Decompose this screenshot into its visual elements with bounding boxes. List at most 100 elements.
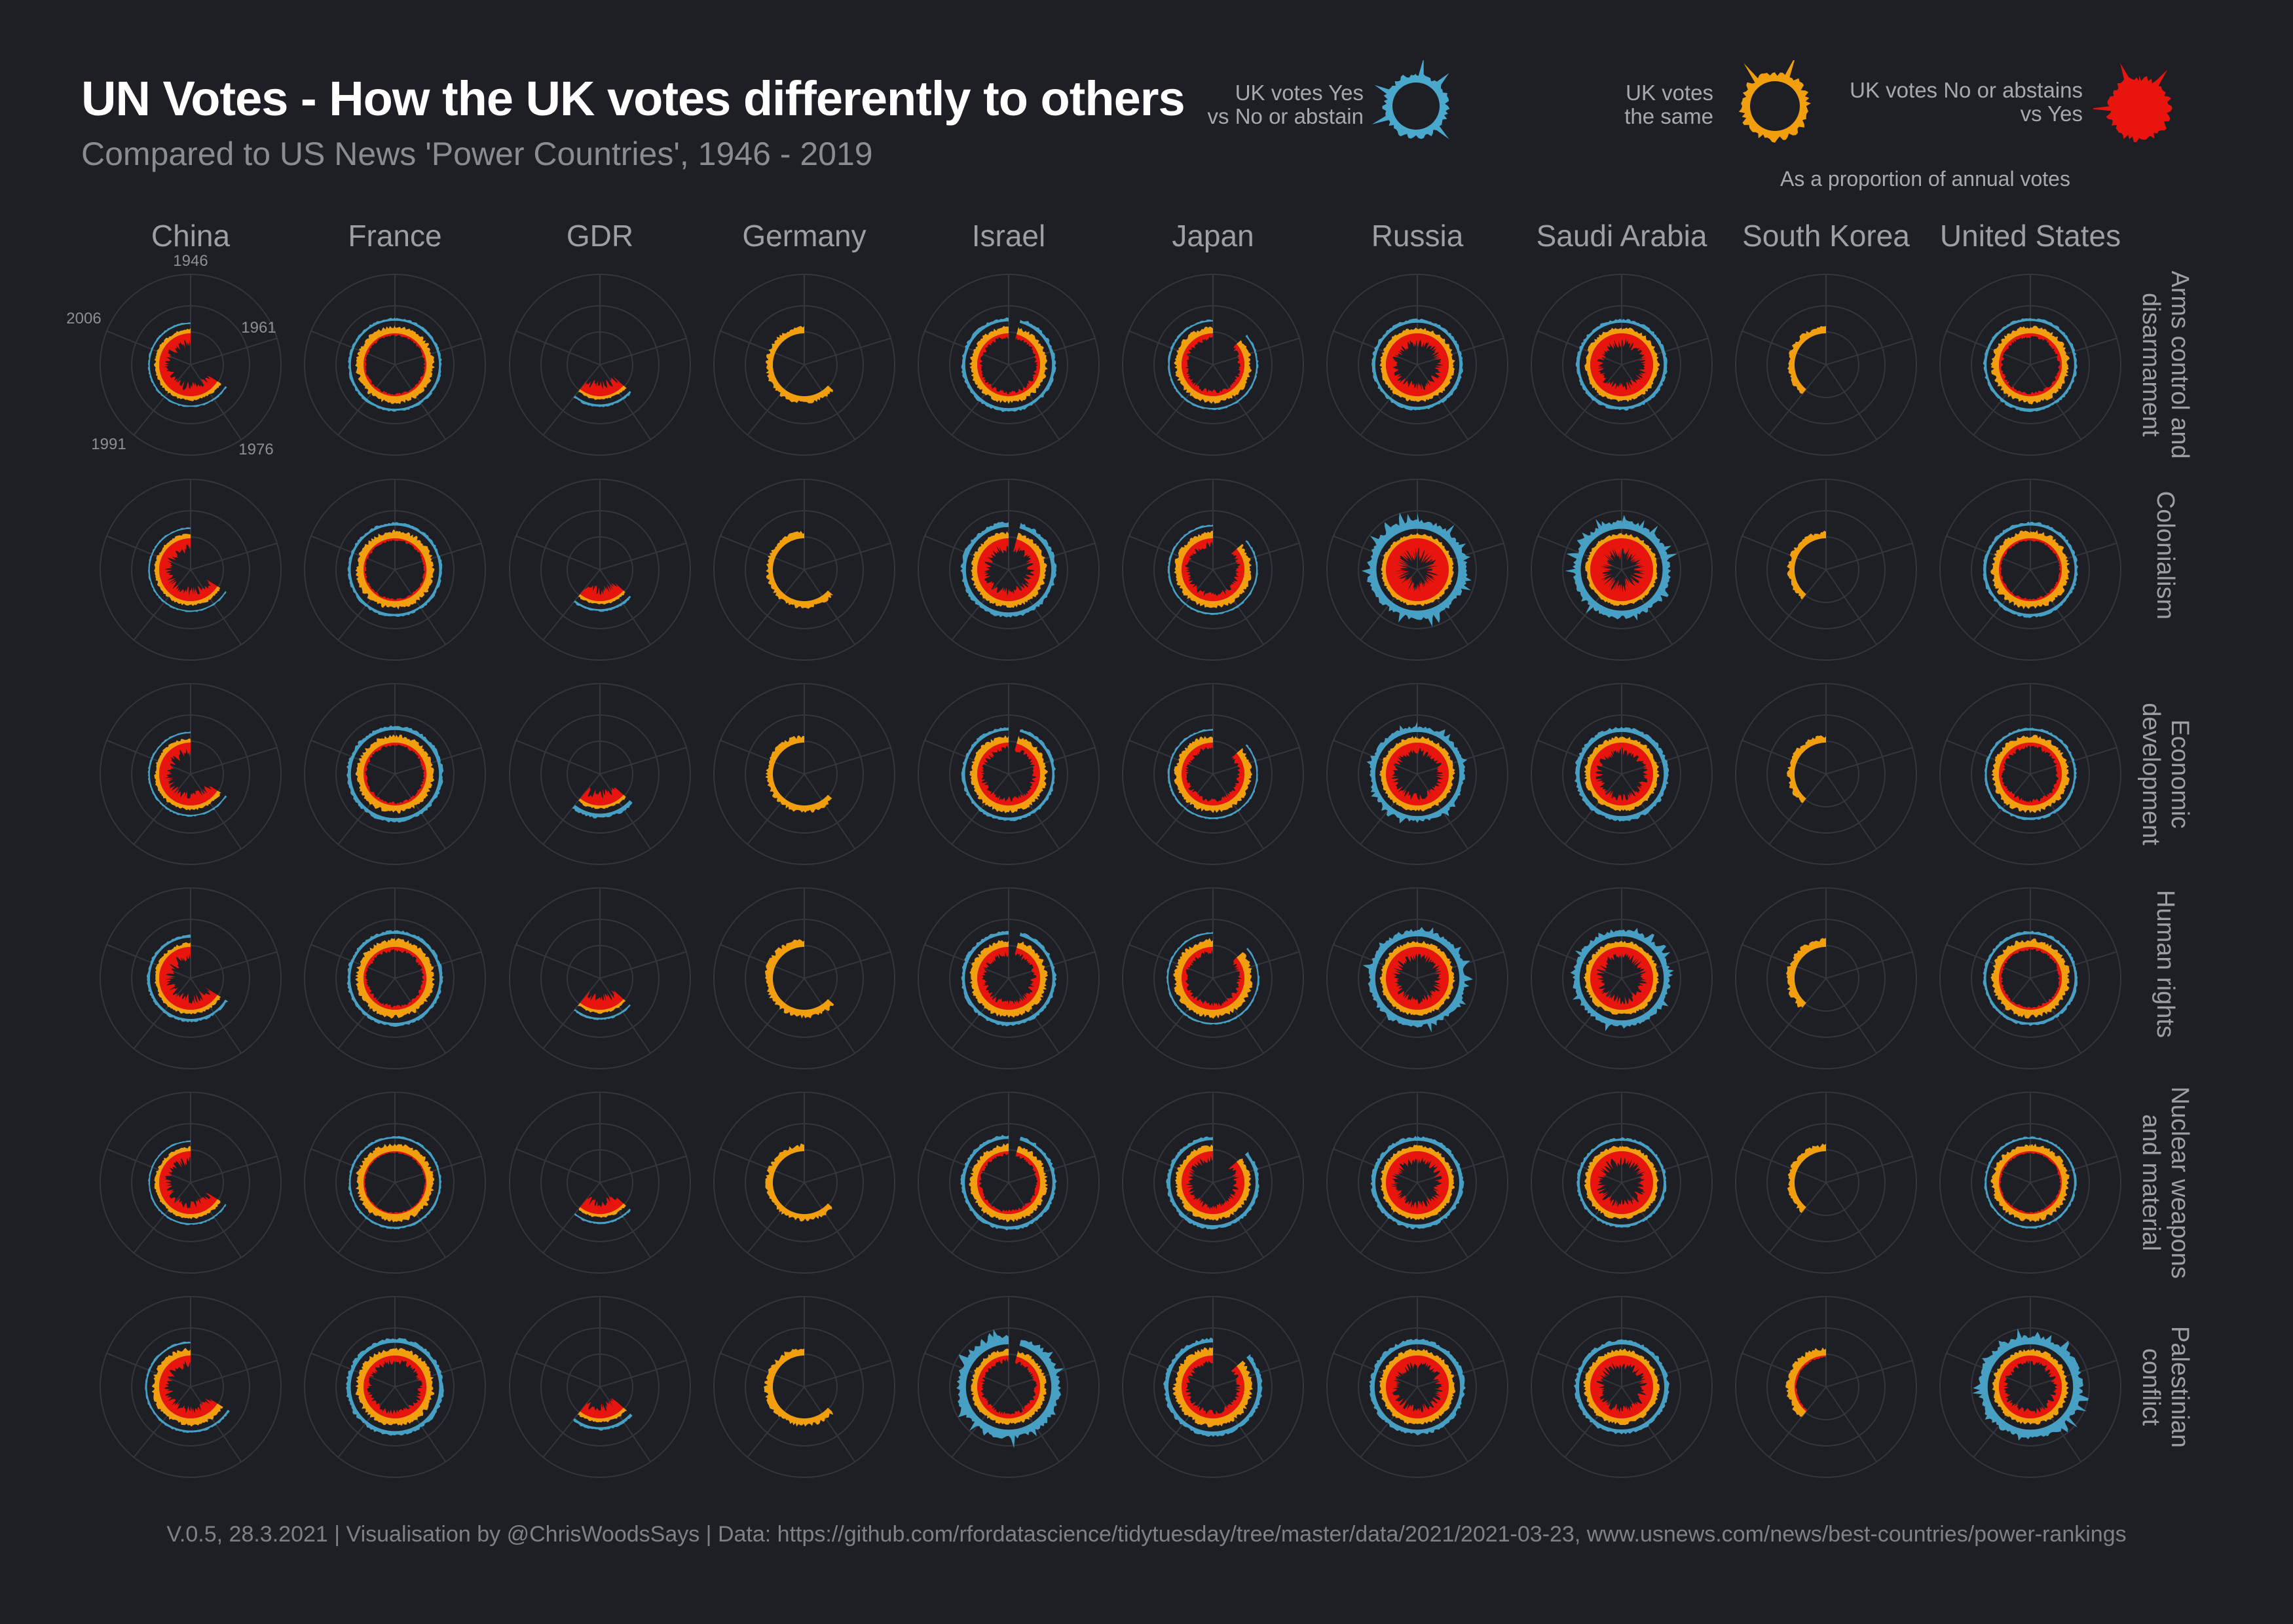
- grid-spoke: [1155, 364, 1214, 435]
- series-same-mark: [1787, 530, 1826, 600]
- panel-united-states: [1939, 887, 2121, 1069]
- panel-saudi-arabia: [1531, 1092, 1713, 1274]
- panel-china: [100, 1092, 282, 1274]
- grid-spoke: [1825, 773, 1878, 849]
- panel-united-states: [1939, 479, 2121, 661]
- series-same-mark: [578, 385, 627, 400]
- series-no-mark: [1386, 333, 1449, 396]
- grid-spoke: [747, 1386, 805, 1458]
- grid-spoke: [720, 1148, 805, 1183]
- grid-spoke: [1768, 1386, 1827, 1458]
- panel-japan: [1122, 479, 1304, 661]
- series-same-mark: [1787, 1143, 1826, 1213]
- grid-spoke: [1825, 978, 1878, 1054]
- legend-no-shape: [2093, 63, 2172, 143]
- grid-spoke: [190, 1359, 278, 1388]
- series-yes-mark: [573, 1413, 633, 1431]
- series-no-mark: [580, 375, 624, 396]
- column-label: United States: [1939, 219, 2121, 253]
- grid-spoke: [515, 944, 601, 979]
- panel-japan: [1122, 1092, 1304, 1274]
- series-no-mark: [159, 1151, 217, 1214]
- grid-spoke: [1825, 542, 1913, 570]
- series-no-mark: [1590, 333, 1653, 396]
- grid-spoke: [804, 364, 856, 440]
- panel-south-korea: [1735, 1296, 1917, 1478]
- grid-spoke: [804, 951, 891, 979]
- grid-spoke: [804, 773, 856, 849]
- grid-spoke: [1825, 364, 1878, 440]
- panel-israel: [918, 479, 1100, 661]
- grid-spoke: [190, 978, 242, 1054]
- panel-saudi-arabia: [1531, 479, 1713, 661]
- series-yes-mark: [573, 595, 631, 612]
- series-yes-mark: [574, 1208, 631, 1225]
- grid-spoke: [599, 542, 687, 570]
- grid-spoke: [599, 1386, 652, 1462]
- legend-same-line1: UK votes: [1626, 81, 1713, 105]
- grid-spoke: [804, 978, 856, 1054]
- legend-yes-icon: [1371, 60, 1450, 139]
- grid-spoke: [599, 1155, 687, 1183]
- panel-france: [304, 887, 486, 1069]
- panel-south-korea: [1735, 683, 1917, 865]
- grid-spoke: [515, 1148, 601, 1183]
- series-same-mark: [578, 794, 626, 809]
- series-yes-mark: [574, 1004, 631, 1020]
- panel-germany: [713, 683, 895, 865]
- panel-japan: [1122, 683, 1304, 865]
- panel-south-korea: [1735, 887, 1917, 1069]
- grid-spoke: [599, 978, 652, 1054]
- grid-spoke: [599, 1182, 652, 1258]
- series-yes-mark: [572, 800, 633, 819]
- series-no-mark: [159, 333, 217, 396]
- series-no-mark: [1386, 947, 1449, 1010]
- grid-spoke: [1825, 1386, 1878, 1462]
- series-same-mark: [578, 999, 626, 1014]
- panel-russia: [1326, 274, 1508, 456]
- grid-spoke: [190, 951, 278, 979]
- grid-spoke: [747, 773, 805, 845]
- grid-spoke: [542, 364, 601, 435]
- grid-spoke: [1128, 535, 1214, 570]
- grid-spoke: [1825, 337, 1913, 365]
- column-label: Saudi Arabia: [1536, 219, 1707, 253]
- grid-spoke: [599, 773, 652, 849]
- series-no-mark: [1386, 743, 1449, 805]
- series-no-mark: [1386, 538, 1449, 601]
- grid-spoke: [1360, 364, 1418, 435]
- grid-spoke: [804, 1155, 891, 1183]
- series-no-mark: [159, 1356, 217, 1418]
- chart-subtitle: Compared to US News 'Power Countries', 1…: [81, 136, 873, 172]
- panel-germany: [713, 1296, 895, 1478]
- series-no-mark: [159, 743, 217, 805]
- panel-france: [304, 479, 486, 661]
- panel-germany: [713, 887, 895, 1069]
- grid-spoke: [542, 1386, 601, 1458]
- grid-spoke: [133, 1182, 191, 1253]
- series-no-mark: [580, 1196, 624, 1214]
- panel-united-states: [1939, 274, 2121, 456]
- grid-spoke: [1768, 1182, 1827, 1253]
- panel-united-states: [1939, 1092, 2121, 1274]
- panel-israel: [918, 1092, 1100, 1274]
- grid-spoke: [542, 1182, 601, 1253]
- grid-spoke: [1155, 569, 1214, 640]
- panel-germany: [713, 1092, 895, 1274]
- grid-spoke: [1564, 1182, 1622, 1253]
- grid-spoke: [804, 569, 856, 645]
- grid-spoke: [515, 535, 601, 570]
- series-no-mark: [580, 990, 624, 1010]
- panel-china: [100, 274, 282, 456]
- grid-spoke: [1621, 1155, 1709, 1183]
- column-label: South Korea: [1742, 219, 1910, 253]
- panel-gdr: [509, 1296, 691, 1478]
- grid-spoke: [1825, 1155, 1913, 1183]
- panel-gdr: [509, 683, 691, 865]
- grid-spoke: [1825, 747, 1913, 775]
- series-no-mark: [580, 582, 624, 601]
- grid-spoke: [515, 739, 601, 775]
- column-label: Japan: [1172, 219, 1254, 253]
- grid-spoke: [190, 569, 242, 645]
- grid-spoke: [1825, 1359, 1913, 1388]
